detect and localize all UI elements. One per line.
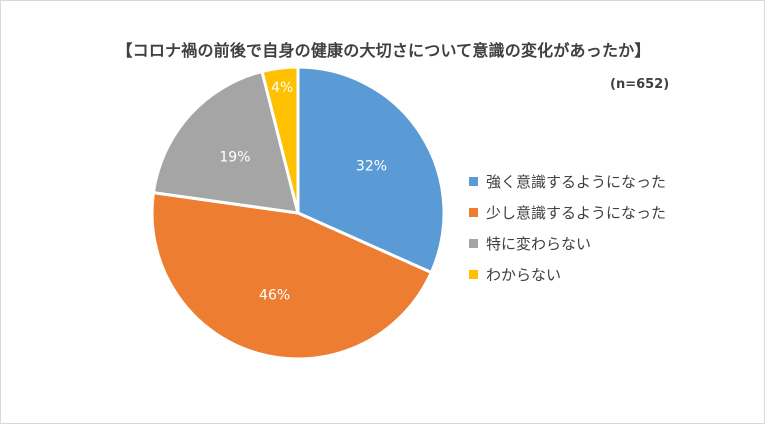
legend-swatch: [469, 207, 478, 217]
legend-swatch: [469, 176, 478, 186]
legend-label: 強く意識するようになった: [486, 172, 667, 191]
chart-title: 【コロナ禍の前後で自身の健康の大切さについて意識の変化があったか】: [116, 41, 651, 60]
legend-item-3: 特に変わらない: [469, 231, 666, 255]
pie-slice-3: [151, 69, 301, 215]
slice-data-label-1: 32%: [356, 158, 387, 174]
legend-label: 特に変わらない: [486, 234, 592, 253]
legend-item-4: わからない: [469, 262, 666, 286]
sample-size-note: (n=652): [610, 77, 670, 92]
pie-slice-4: [260, 65, 300, 214]
legend-item-2: 少し意識するようになった: [469, 200, 666, 224]
legend-item-1: 強く意識するようになった: [469, 169, 666, 193]
legend-label: 少し意識するようになった: [486, 203, 667, 222]
pie-slice-1: [296, 65, 446, 275]
legend-label: わからない: [486, 265, 562, 284]
legend: 強く意識するようになった 少し意識するようになった 特に変わらない わからない: [469, 169, 666, 293]
slice-data-label-2: 46%: [259, 287, 290, 303]
slice-data-label-4: 4%: [271, 80, 293, 96]
legend-swatch: [469, 269, 478, 279]
pie-slice-2: [150, 190, 434, 361]
legend-swatch: [469, 238, 478, 248]
slice-data-label-3: 19%: [219, 149, 250, 165]
